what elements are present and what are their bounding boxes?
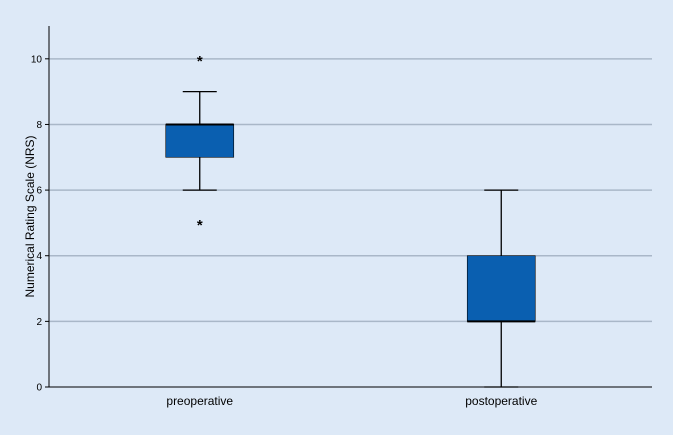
outlier-preoperative-0: * [197,53,203,70]
outlier-preoperative-1: * [197,217,203,234]
y-axis-title: Numerical Rating Scale (NRS) [23,135,37,297]
y-tick-label-8: 8 [36,120,42,131]
grid-layer [49,58,652,323]
tick-layer: 0 2 4 6 8 10 [31,54,49,394]
box-group-postoperative [466,189,536,388]
x-tick-label-postoperative: postoperative [465,394,537,408]
y-tick-label-0: 0 [36,383,42,394]
box-group-preoperative: ** [165,53,235,234]
axis-layer [48,26,652,388]
y-tick-label-6: 6 [36,186,42,197]
box-layer: ** [165,53,536,388]
box-postoperative [466,255,536,322]
y-tick-label-4: 4 [36,251,42,262]
y-tick-label-2: 2 [36,317,42,328]
x-tick-label-preoperative: preoperative [166,394,233,408]
box-preoperative [165,124,235,158]
y-tick-label-10: 10 [31,54,43,65]
label-layer: Numerical Rating Scale (NRS) preoperativ… [23,135,538,408]
